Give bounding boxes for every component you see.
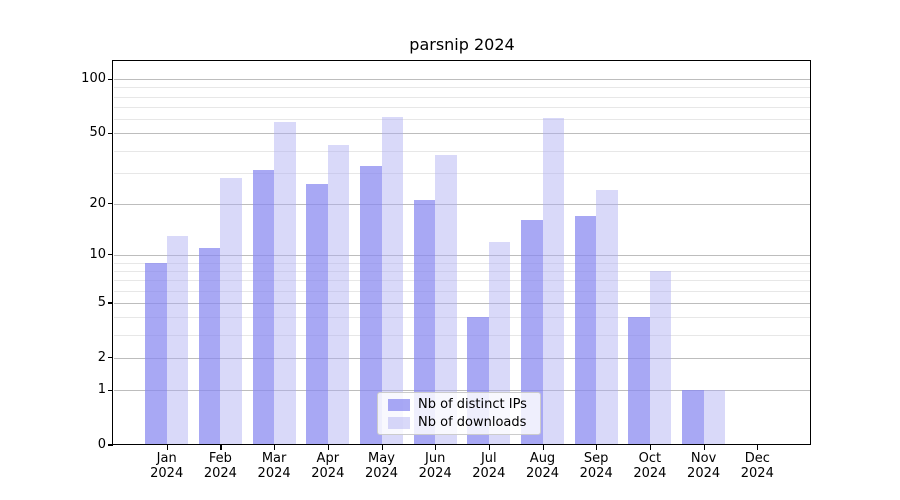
bar-distinct-ips-feb	[198, 248, 221, 445]
y-tick-label-5: 5	[97, 295, 106, 310]
x-tick-jul	[488, 445, 490, 450]
x-tick-label-may: May 2024	[364, 451, 399, 481]
gridline-y-minor-3	[114, 335, 810, 337]
y-tick-label-20: 20	[89, 195, 106, 211]
gridline-y-5	[114, 303, 810, 304]
bar-distinct-ips-apr	[306, 183, 328, 445]
bar-distinct-ips-nov	[682, 390, 704, 445]
gridline-y-2	[114, 357, 810, 359]
x-tick-may	[381, 445, 383, 450]
gridline-y-50	[114, 133, 810, 135]
bar-downloads-nov	[703, 390, 726, 445]
legend-item-distinct-ips: Nb of distinct IPs	[388, 397, 540, 412]
x-tick-jun	[435, 445, 437, 450]
legend: Nb of distinct IPs Nb of downloads	[377, 392, 541, 435]
gridline-y-100	[114, 79, 810, 81]
bar-downloads-mar	[274, 121, 296, 445]
x-tick-dec	[757, 445, 759, 450]
bar-downloads-apr	[327, 145, 350, 445]
legend-swatch-downloads	[388, 416, 410, 429]
bar-distinct-ips-sep	[574, 215, 597, 445]
gridline-y-minor-8	[114, 270, 810, 272]
gridline-y-minor-60	[114, 119, 810, 121]
x-tick-nov	[703, 445, 705, 450]
gridline-y-20	[114, 203, 810, 205]
chart-title: parsnip 2024	[409, 35, 515, 54]
bar-distinct-ips-aug	[521, 220, 543, 445]
y-tick-label-100: 100	[81, 71, 106, 87]
x-tick-label-jun: Jun 2024	[418, 451, 452, 481]
x-tick-label-feb: Feb 2024	[203, 451, 237, 481]
x-tick-label-jul: Jul 2024	[472, 451, 506, 481]
gridline-y-minor-80	[114, 96, 810, 98]
bar-downloads-feb	[220, 178, 242, 445]
y-tick-100	[108, 78, 113, 80]
y-tick-0	[108, 444, 113, 446]
gridline-y-minor-9	[114, 262, 810, 264]
gridline-y-minor-4	[114, 317, 810, 319]
x-tick-feb	[220, 445, 222, 450]
y-tick-label-2: 2	[97, 349, 106, 365]
bar-distinct-ips-jan	[145, 262, 167, 445]
x-tick-label-apr: Apr 2024	[311, 451, 345, 481]
bar-downloads-may	[381, 116, 403, 445]
x-tick-label-sep: Sep 2024	[579, 451, 613, 481]
bar-downloads-aug	[542, 117, 564, 445]
x-tick-oct	[649, 445, 652, 450]
x-tick-sep	[596, 445, 598, 450]
y-tick-label-50: 50	[89, 125, 106, 141]
gridline-y-minor-6	[114, 290, 810, 292]
x-tick-mar	[274, 445, 276, 450]
bar-downloads-jan	[166, 235, 189, 445]
legend-swatch-distinct-ips	[388, 398, 410, 411]
x-tick-label-nov: Nov 2024	[687, 451, 721, 481]
bar-distinct-ips-oct	[628, 317, 650, 445]
gridline-y-minor-70	[114, 107, 810, 109]
gridline-y-minor-7	[114, 280, 810, 282]
x-tick-aug	[542, 445, 544, 450]
gridline-y-minor-90	[114, 87, 810, 89]
bar-downloads-jun	[435, 154, 457, 445]
bar-downloads-sep	[596, 189, 618, 445]
gridline-y-1	[114, 390, 810, 392]
legend-item-downloads: Nb of downloads	[388, 415, 540, 430]
y-tick-label-0: 0	[97, 437, 106, 452]
legend-label-distinct-ips: Nb of distinct IPs	[418, 397, 527, 412]
bar-distinct-ips-mar	[252, 170, 275, 445]
gridline-y-minor-30	[114, 172, 810, 174]
x-tick-jan	[166, 445, 168, 450]
y-tick-10	[108, 254, 113, 256]
x-tick-apr	[327, 445, 329, 450]
x-tick-label-mar: Mar 2024	[257, 451, 291, 481]
gridline-y-10	[114, 254, 810, 256]
x-tick-label-oct: Oct 2024	[633, 451, 667, 481]
y-tick-label-10: 10	[89, 246, 106, 262]
bar-downloads-oct	[649, 270, 672, 445]
y-tick-2	[108, 357, 113, 359]
bar-distinct-ips-jun	[413, 200, 436, 445]
x-tick-label-jan: Jan 2024	[150, 451, 184, 481]
bar-distinct-ips-may	[360, 165, 382, 445]
x-tick-label-dec: Dec 2024	[740, 451, 774, 481]
y-tick-20	[108, 203, 113, 205]
y-tick-50	[108, 132, 113, 134]
legend-label-downloads: Nb of downloads	[418, 415, 527, 430]
gridline-y-minor-40	[114, 150, 810, 152]
y-tick-label-1: 1	[97, 382, 106, 398]
x-tick-label-aug: Aug 2024	[525, 451, 560, 481]
y-tick-5	[108, 302, 113, 304]
y-tick-1	[108, 389, 113, 391]
